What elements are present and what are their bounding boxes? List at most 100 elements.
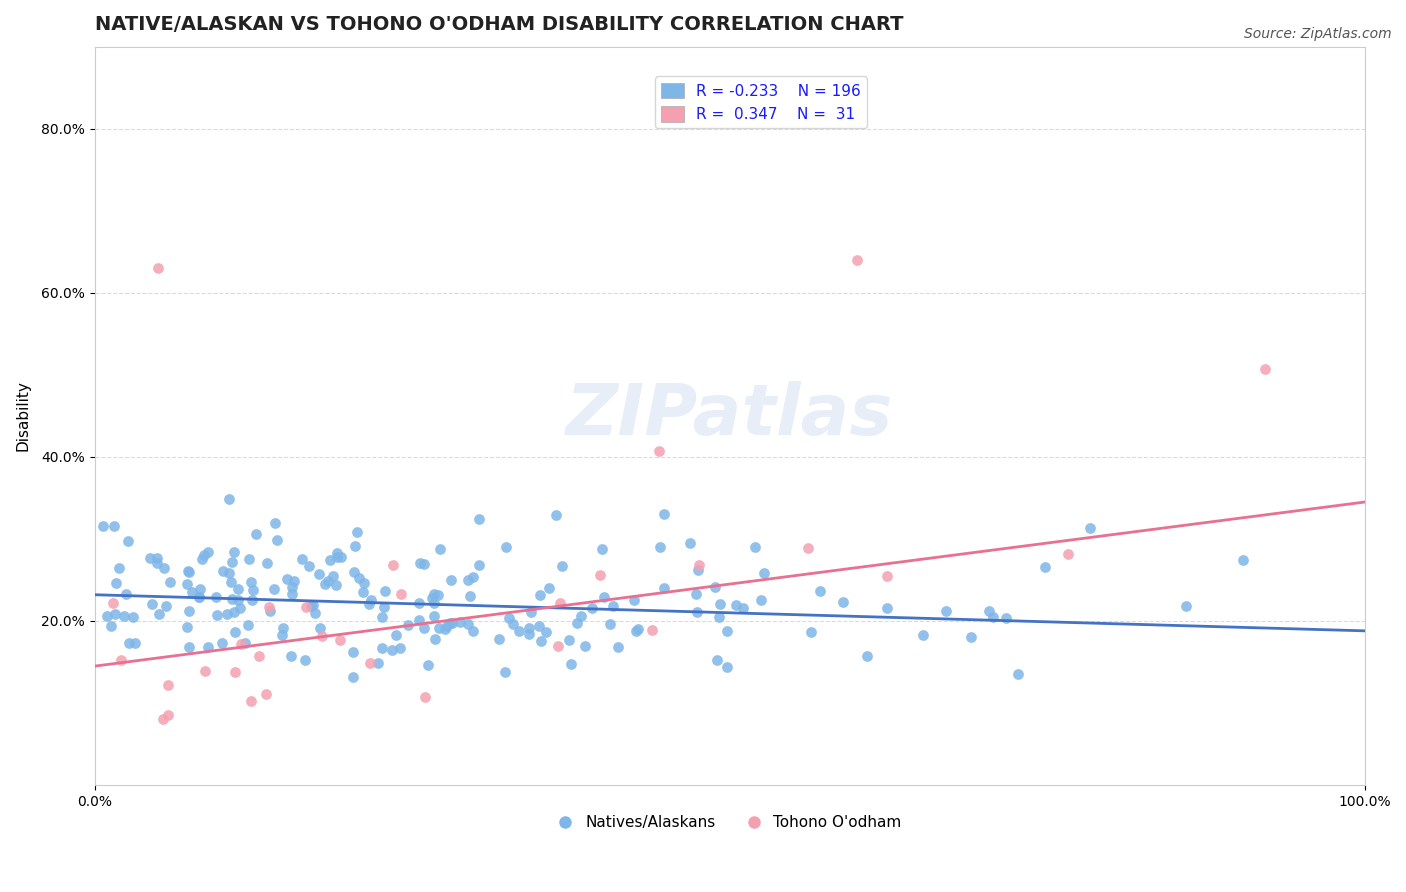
Point	[115, 587, 138, 601]
Point	[188, 590, 211, 604]
Point	[488, 632, 510, 646]
Point	[808, 584, 831, 599]
Point	[371, 610, 394, 624]
Point	[152, 713, 174, 727]
Point	[422, 608, 444, 623]
Point	[311, 629, 333, 643]
Point	[1232, 553, 1254, 567]
Point	[463, 570, 485, 584]
Point	[352, 585, 374, 599]
Point	[153, 561, 176, 575]
Point	[180, 585, 202, 599]
Point	[281, 586, 304, 600]
Point	[648, 444, 671, 458]
Point	[226, 582, 249, 596]
Point	[239, 694, 262, 708]
Point	[280, 648, 302, 663]
Point	[264, 516, 287, 531]
Point	[593, 590, 616, 604]
Point	[257, 600, 280, 615]
Point	[256, 556, 278, 570]
Point	[707, 610, 730, 624]
Point	[188, 582, 211, 596]
Point	[433, 622, 456, 636]
Point	[117, 534, 139, 549]
Point	[177, 564, 200, 578]
Point	[112, 608, 135, 623]
Point	[831, 595, 853, 609]
Point	[529, 588, 551, 602]
Point	[408, 596, 430, 610]
Point	[538, 581, 561, 595]
Point	[156, 678, 179, 692]
Point	[266, 533, 288, 548]
Point	[527, 619, 550, 633]
Point	[413, 690, 436, 705]
Point	[233, 636, 256, 650]
Point	[103, 519, 125, 533]
Point	[440, 573, 463, 587]
Point	[322, 569, 344, 583]
Text: ZIPatlas: ZIPatlas	[567, 382, 893, 450]
Point	[308, 566, 330, 581]
Point	[468, 558, 491, 573]
Point	[463, 624, 485, 639]
Point	[508, 624, 530, 639]
Point	[254, 687, 277, 701]
Point	[259, 604, 281, 618]
Point	[194, 664, 217, 678]
Point	[588, 568, 610, 582]
Point	[238, 551, 260, 566]
Point	[215, 607, 238, 621]
Point	[412, 621, 434, 635]
Point	[856, 649, 879, 664]
Point	[110, 653, 132, 667]
Point	[498, 610, 520, 624]
Point	[236, 618, 259, 632]
Point	[155, 599, 177, 613]
Point	[439, 615, 461, 630]
Point	[373, 600, 395, 615]
Point	[912, 628, 935, 642]
Point	[409, 556, 432, 570]
Point	[607, 640, 630, 655]
Point	[800, 625, 823, 640]
Point	[148, 607, 170, 621]
Point	[565, 615, 588, 630]
Point	[558, 632, 581, 647]
Point	[654, 508, 676, 522]
Point	[429, 541, 451, 556]
Point	[211, 636, 233, 650]
Point	[239, 574, 262, 589]
Point	[349, 571, 371, 585]
Point	[224, 625, 246, 640]
Legend: Natives/Alaskans, Tohono O'odham: Natives/Alaskans, Tohono O'odham	[551, 809, 908, 837]
Point	[1254, 361, 1277, 376]
Point	[467, 511, 489, 525]
Point	[148, 261, 170, 276]
Point	[96, 609, 118, 624]
Point	[219, 575, 242, 590]
Point	[188, 590, 211, 604]
Point	[342, 670, 364, 684]
Point	[725, 599, 748, 613]
Point	[325, 578, 347, 592]
Point	[420, 591, 443, 605]
Point	[457, 573, 479, 587]
Point	[494, 665, 516, 680]
Point	[222, 605, 245, 619]
Point	[325, 549, 347, 564]
Point	[427, 588, 450, 602]
Point	[623, 593, 645, 607]
Point	[294, 653, 316, 667]
Point	[519, 621, 541, 635]
Point	[385, 628, 408, 642]
Point	[205, 590, 228, 604]
Point	[226, 593, 249, 607]
Point	[273, 622, 295, 636]
Point	[299, 599, 322, 614]
Point	[326, 546, 349, 560]
Point	[218, 491, 240, 506]
Point	[294, 600, 316, 615]
Point	[551, 558, 574, 573]
